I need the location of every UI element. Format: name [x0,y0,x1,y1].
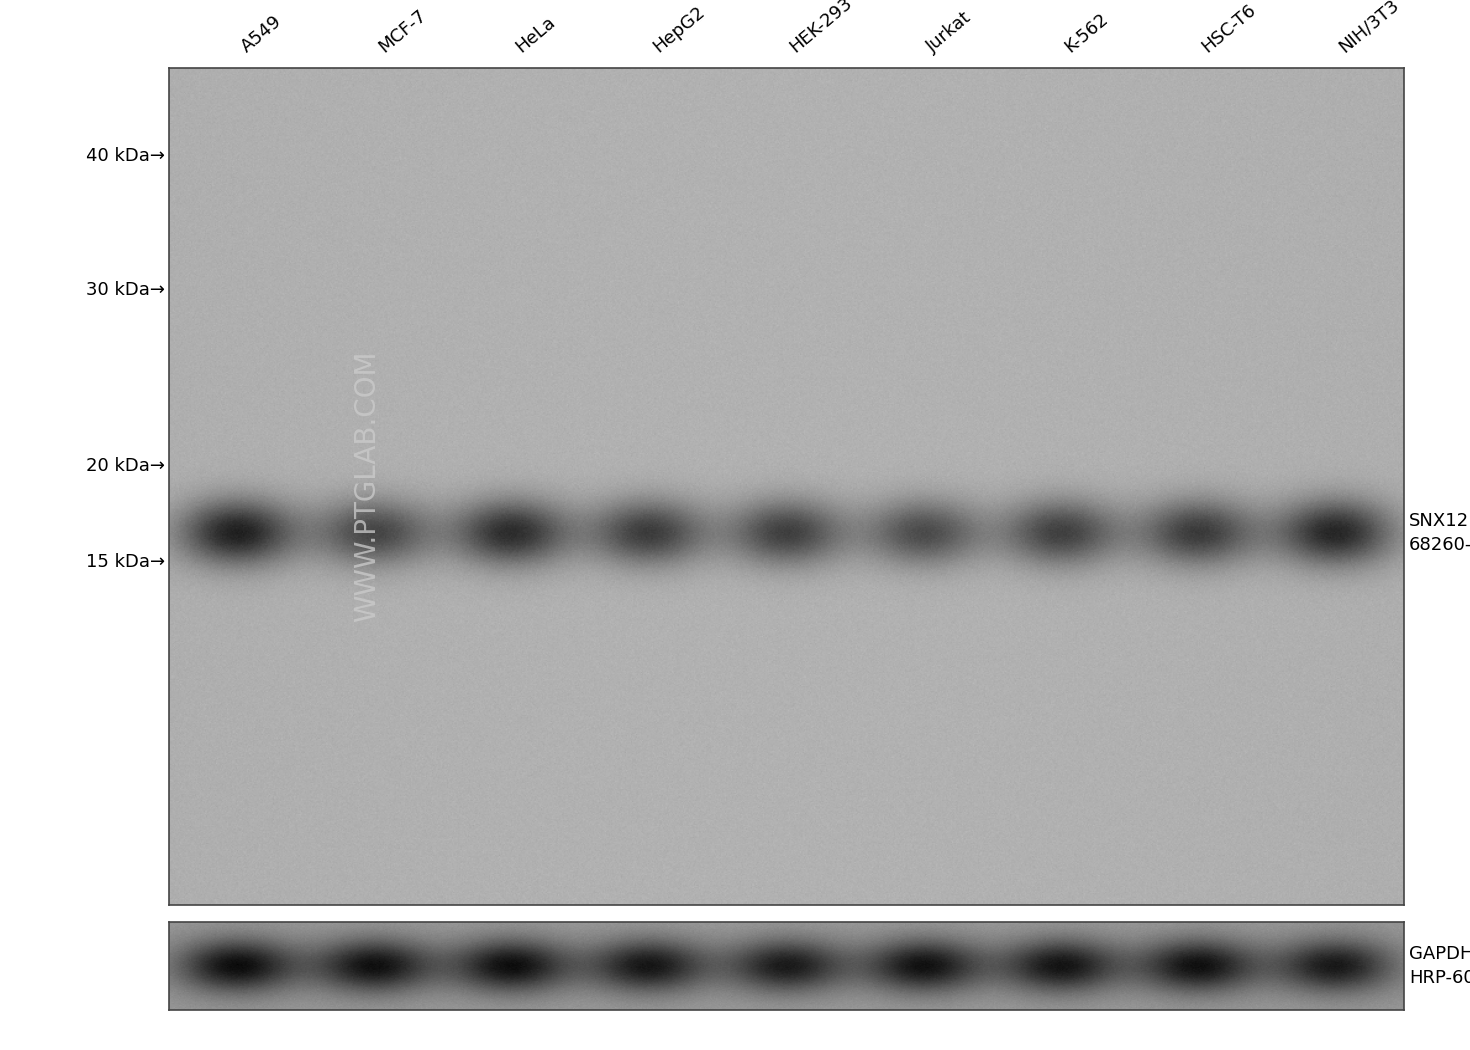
Text: A549: A549 [238,12,285,56]
Text: WWW.PTGLAB.COM: WWW.PTGLAB.COM [353,351,381,623]
Text: NIH/3T3: NIH/3T3 [1335,0,1402,56]
Text: HeLa: HeLa [512,13,559,56]
Text: GAPDH
HRP-60004: GAPDH HRP-60004 [1408,945,1470,987]
Text: 30 kDa→: 30 kDa→ [87,281,165,299]
Text: HepG2: HepG2 [650,2,709,56]
Text: Jurkat: Jurkat [923,8,975,56]
Text: 20 kDa→: 20 kDa→ [87,457,165,475]
Text: K-562: K-562 [1061,9,1111,56]
Text: MCF-7: MCF-7 [375,5,429,56]
Text: HEK-293: HEK-293 [786,0,856,56]
Text: 15 kDa→: 15 kDa→ [87,553,165,571]
Text: HSC-T6: HSC-T6 [1198,0,1260,56]
Text: 40 kDa→: 40 kDa→ [87,147,165,165]
Text: SNX12
68260-1-Ig: SNX12 68260-1-Ig [1408,512,1470,553]
